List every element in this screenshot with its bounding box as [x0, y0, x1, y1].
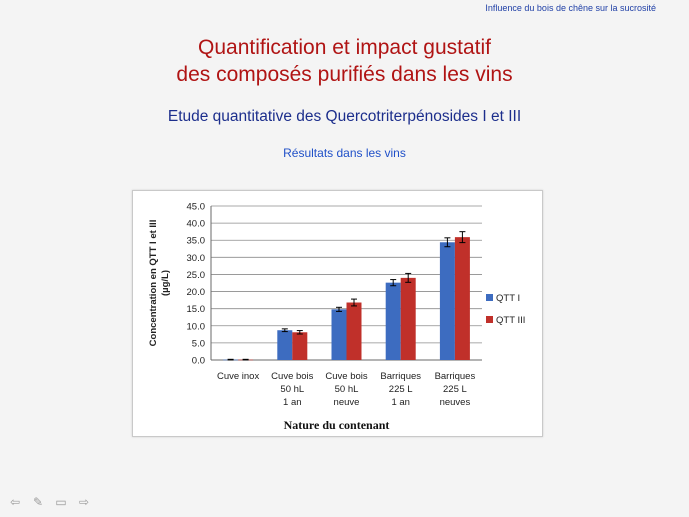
legend-label: QTT III — [496, 315, 525, 326]
y-tick-label: 30.0 — [187, 253, 206, 264]
x-tick-label: Cuve bois — [325, 371, 367, 382]
x-tick-label: 50 hL — [335, 384, 359, 395]
x-tick-label: 1 an — [391, 397, 410, 408]
y-tick-label: 0.0 — [192, 356, 205, 367]
arrow-right-icon[interactable]: ⇨ — [78, 495, 90, 509]
x-axis-title: Nature du contenant — [284, 418, 390, 432]
y-axis-label: Concentration en QTT I et III — [148, 220, 159, 347]
y-tick-label: 20.0 — [187, 287, 206, 298]
bar-qtt-iii — [454, 237, 470, 360]
x-tick-label: neuve — [334, 397, 360, 408]
bar-chart-frame: 0.0 5.0 10.0 15.0 20.0 25.0 30.0 35.0 40.0 45.0 Cu… — [132, 190, 543, 437]
legend-swatch — [486, 294, 493, 301]
pen-icon[interactable]: ✎ — [32, 495, 44, 509]
slide-subtitle: Etude quantitative des Quercotriterpénos… — [167, 108, 522, 125]
y-tick-label: 45.0 — [187, 202, 206, 213]
slide-title-line-1: Quantification et impact gustatif — [198, 36, 491, 59]
legend-swatch — [486, 316, 493, 323]
y-tick-label: 40.0 — [187, 219, 206, 230]
bar-qtt-i — [277, 330, 293, 360]
x-tick-label: 225 L — [389, 384, 413, 395]
slide-title-line-2: des composés purifiés dans les vins — [176, 63, 513, 86]
x-tick-label: Barriques — [380, 371, 421, 382]
legend-label: QTT I — [496, 293, 520, 304]
x-tick-label: 1 an — [283, 397, 302, 408]
slide-navigation: ⇦ ✎ ▭ ⇨ — [8, 495, 91, 509]
y-tick-label: 25.0 — [187, 270, 206, 281]
y-tick-label: 5.0 — [192, 338, 205, 349]
x-tick-label: neuves — [440, 397, 471, 408]
bar-qtt-i — [385, 282, 401, 360]
x-tick-label: 50 hL — [280, 384, 304, 395]
y-axis-label-unit: (µg/L) — [160, 270, 171, 296]
y-tick-label: 10.0 — [187, 321, 206, 332]
bar-qtt-iii — [400, 277, 416, 360]
slide-menu-icon[interactable]: ▭ — [55, 495, 67, 509]
results-label: Résultats dans les vins — [283, 146, 406, 160]
bar-qtt-i — [439, 242, 455, 360]
y-tick-label: 15.0 — [187, 304, 206, 315]
x-tick-label: 225 L — [443, 384, 467, 395]
x-tick-label: Cuve inox — [217, 371, 259, 382]
slide-title: Quantification et impact gustatif des co… — [0, 34, 689, 88]
bar-chart: 0.0 5.0 10.0 15.0 20.0 25.0 30.0 35.0 40.0 45.0 Cu… — [148, 202, 525, 433]
x-tick-label: Barriques — [435, 371, 476, 382]
arrow-left-icon[interactable]: ⇦ — [9, 495, 21, 509]
bar-qtt-iii — [346, 302, 362, 360]
x-tick-label: Cuve bois — [271, 371, 313, 382]
presentation-header-note: Influence du bois de chêne sur la sucros… — [485, 3, 656, 13]
y-tick-label: 35.0 — [187, 236, 206, 247]
bar-qtt-iii — [292, 332, 308, 360]
bar-qtt-i — [331, 309, 347, 360]
